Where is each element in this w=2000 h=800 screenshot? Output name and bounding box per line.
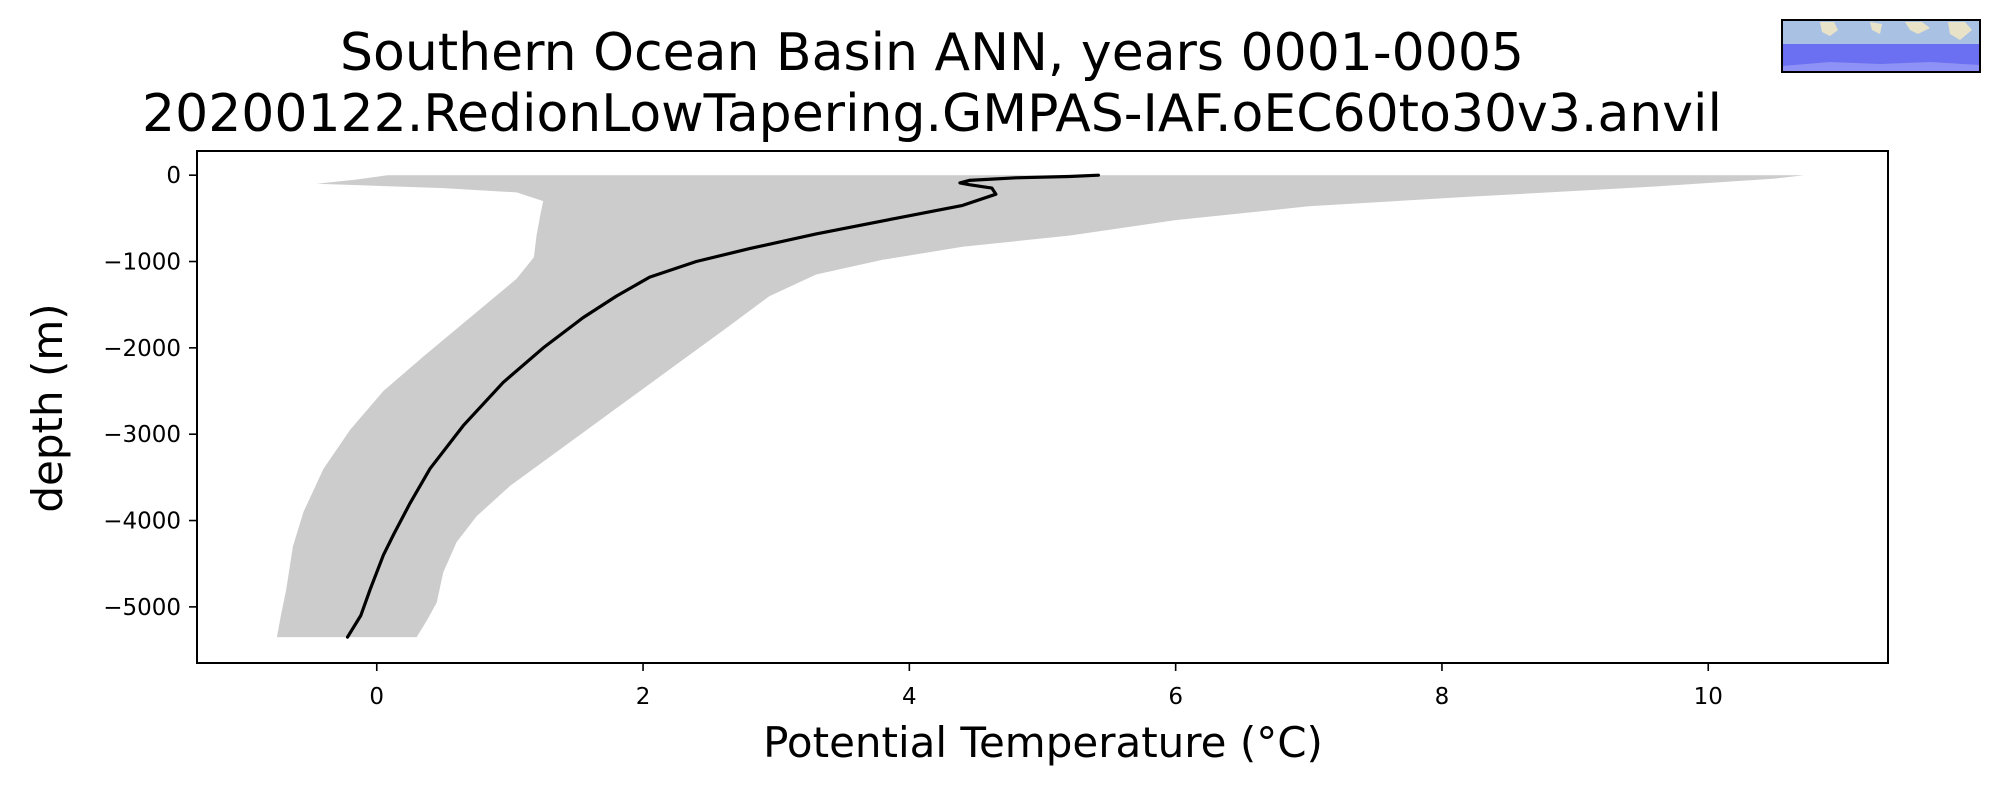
- x-tick-label: 2: [636, 684, 651, 710]
- chart-title: Southern Ocean Basin ANN, years 0001-000…: [340, 23, 1524, 83]
- y-axis-label: depth (m): [23, 303, 72, 512]
- y-tick-label: −5000: [103, 595, 181, 621]
- y-tick-label: −2000: [103, 336, 181, 362]
- x-tick-label: 0: [369, 684, 384, 710]
- x-axis-label: Potential Temperature (°C): [763, 718, 1323, 767]
- band-layer: [276, 175, 1805, 638]
- range-band: [276, 175, 1805, 638]
- x-ticks: 0 2 4 6 8 10: [369, 663, 1723, 710]
- line-layer: [345, 173, 1100, 639]
- y-ticks: 0 −1000 −2000 −3000 −4000 −5000: [103, 163, 197, 621]
- x-tick-label: 10: [1694, 684, 1723, 710]
- y-tick-label: 0: [166, 163, 181, 189]
- x-tick-label: 4: [902, 684, 917, 710]
- y-tick-label: −4000: [103, 509, 181, 535]
- y-tick-label: −3000: [103, 422, 181, 448]
- x-tick-label: 6: [1168, 684, 1183, 710]
- region-map-inset: [1781, 19, 1981, 73]
- plot-frame: [196, 150, 1889, 664]
- y-tick-label: −1000: [103, 250, 181, 276]
- inset-map-frame: [1781, 19, 1981, 73]
- chart-subtitle: 20200122.RedionLowTapering.GMPAS-IAF.oEC…: [142, 84, 1722, 144]
- inset-map-antarctica: [1782, 62, 1980, 72]
- x-tick-label: 8: [1435, 684, 1450, 710]
- inset-map-land: [1820, 22, 1972, 40]
- series-line-mean: [345, 173, 1100, 639]
